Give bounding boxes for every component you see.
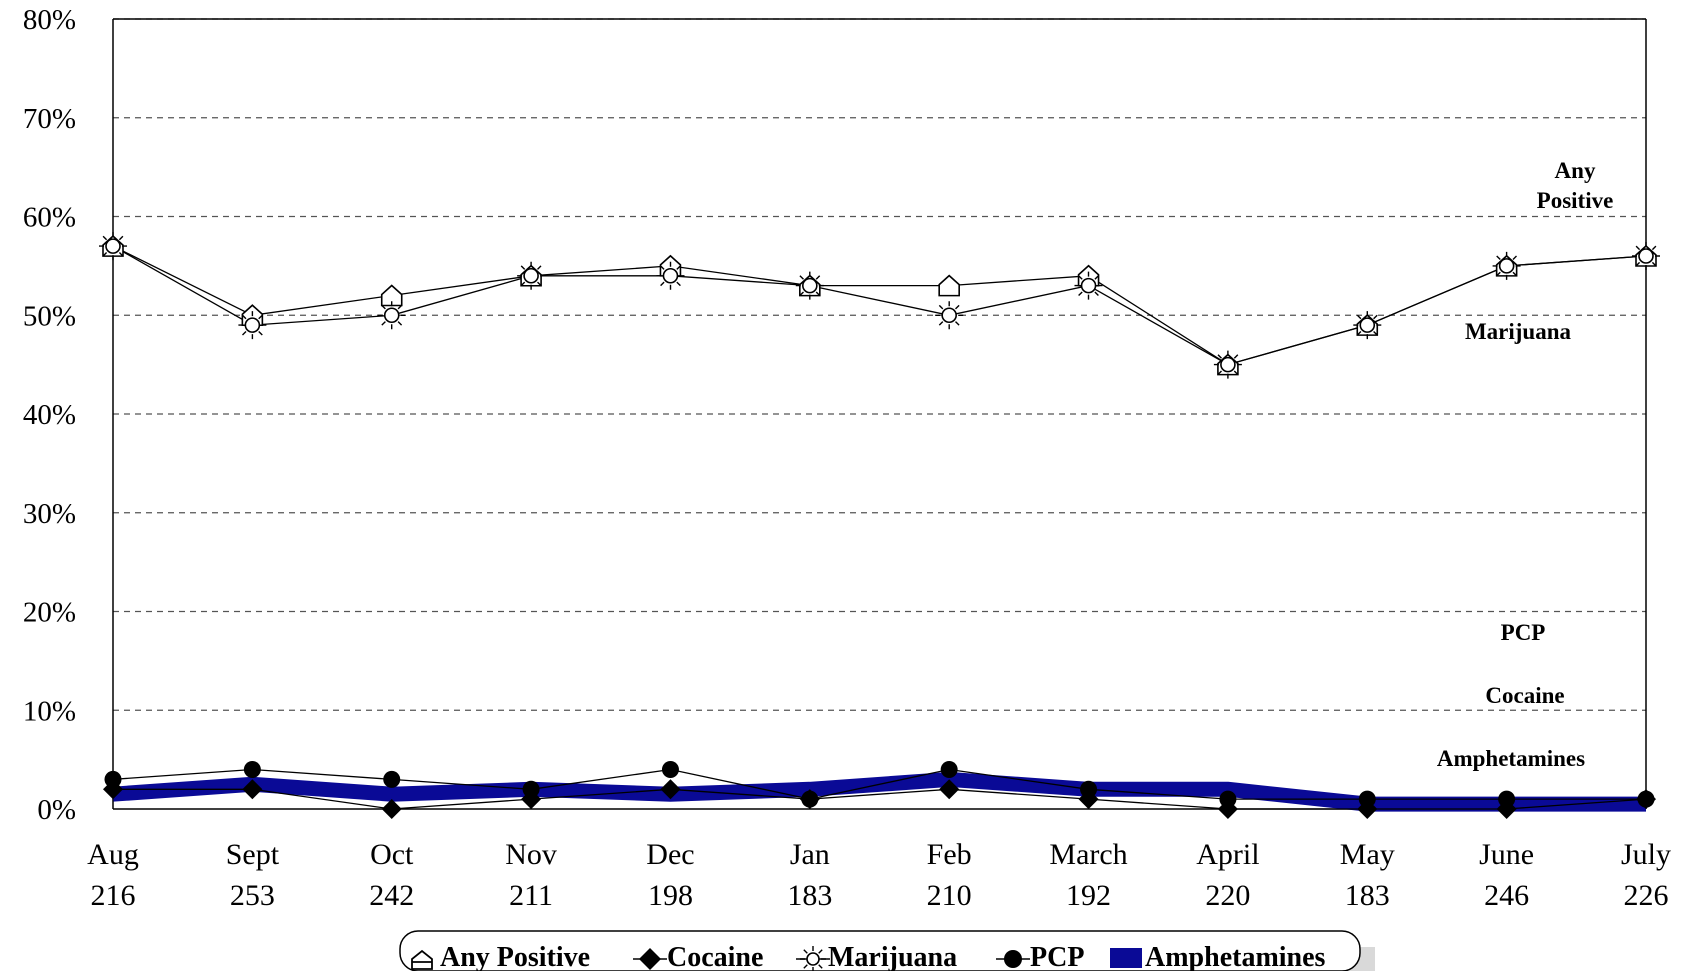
point-marijuana xyxy=(377,301,406,330)
series-any-positive-line xyxy=(112,245,1647,366)
point-pcp xyxy=(661,761,679,778)
x-tick-count: 253 xyxy=(230,879,275,912)
legend-label-amphetamines: Amphetamines xyxy=(1145,942,1326,971)
point-cocaine xyxy=(1217,799,1238,819)
x-tick-count: 198 xyxy=(648,879,693,912)
y-tick-label: 10% xyxy=(23,695,76,727)
legend-label-cocaine: Cocaine xyxy=(667,942,763,971)
point-cocaine xyxy=(1636,789,1656,810)
circle-icon xyxy=(1004,950,1022,968)
x-tick-month: Feb xyxy=(927,838,972,871)
legend-label-marijuana: Marijuana xyxy=(828,942,957,971)
annotation-amphetamines: Amphetamines xyxy=(1437,746,1585,771)
series-cocaine-line xyxy=(113,788,1647,810)
point-cocaine xyxy=(1078,789,1099,810)
y-tick-label: 0% xyxy=(37,794,76,826)
x-tick-month: March xyxy=(1049,838,1127,871)
x-tick-month: July xyxy=(1621,838,1671,871)
x-tick-month: April xyxy=(1196,838,1259,871)
house-icon xyxy=(411,949,433,970)
point-marijuana xyxy=(935,301,964,330)
x-tick-month: Nov xyxy=(505,838,557,871)
x-tick-count: 211 xyxy=(509,879,553,912)
x-tick-count: 242 xyxy=(369,879,414,912)
point-marijuana xyxy=(1353,311,1382,340)
sun-icon xyxy=(796,946,830,971)
point-marijuana xyxy=(238,311,267,340)
legend-item-marijuana: Marijuana xyxy=(796,942,957,971)
point-cocaine xyxy=(1496,799,1517,819)
point-cocaine xyxy=(799,789,820,810)
x-tick-month: June xyxy=(1479,838,1534,871)
diamond-icon xyxy=(639,948,661,970)
x-tick-month: Aug xyxy=(87,838,139,871)
series-amphetamines-band xyxy=(112,771,1646,812)
x-tick-count: 216 xyxy=(91,879,136,912)
y-tick-label: 40% xyxy=(23,399,76,431)
series-marijuana-line xyxy=(112,245,1647,366)
point-marijuana xyxy=(1492,251,1521,280)
point-marijuana xyxy=(1632,242,1660,270)
point-marijuana xyxy=(517,261,546,290)
series-layer xyxy=(99,232,1660,819)
legend-item-amphetamines: Amphetamines xyxy=(1110,942,1326,971)
x-tick-count: 246 xyxy=(1484,879,1529,912)
x-tick-count: 183 xyxy=(787,879,832,912)
y-tick-label: 30% xyxy=(23,498,76,530)
x-tick-month: Jan xyxy=(790,838,830,871)
legend-label-pcp: PCP xyxy=(1030,942,1084,971)
point-marijuana xyxy=(99,232,127,261)
legend-item-any-positive: Any Positive xyxy=(411,942,590,971)
annotation-marijuana: Marijuana xyxy=(1465,319,1572,344)
point-any-positive xyxy=(938,274,960,297)
legend-item-pcp: PCP xyxy=(996,942,1084,971)
point-cocaine xyxy=(1357,799,1378,819)
legend-item-cocaine: Cocaine xyxy=(633,942,763,971)
annotations: Any Positive Marijuana PCP Cocaine Amphe… xyxy=(1437,158,1613,771)
point-pcp xyxy=(383,770,401,788)
x-tick-month: Dec xyxy=(646,838,694,871)
point-cocaine xyxy=(521,789,542,810)
annotation-any: Any xyxy=(1555,158,1596,183)
point-cocaine xyxy=(103,779,123,800)
point-marijuana xyxy=(656,261,685,290)
x-tick-count: 226 xyxy=(1624,879,1669,912)
point-any-positive xyxy=(380,284,403,307)
point-pcp xyxy=(940,761,958,778)
y-tick-label: 50% xyxy=(23,300,76,332)
y-axis-ticks: 0% 10% 20% 30% 40% 50% 60% 70% 80% xyxy=(23,4,76,826)
series-pcp-line xyxy=(112,768,1646,800)
annotation-cocaine: Cocaine xyxy=(1485,683,1564,708)
y-tick-label: 80% xyxy=(23,4,76,36)
x-tick-count: 183 xyxy=(1345,879,1390,912)
annotation-pcp: PCP xyxy=(1501,620,1546,645)
point-amphetamines xyxy=(1226,788,1229,791)
point-marijuana xyxy=(1213,350,1242,379)
point-amphetamines xyxy=(390,793,393,796)
band-swatch xyxy=(1110,948,1142,968)
grid-lines xyxy=(112,18,1647,810)
point-cocaine xyxy=(242,779,263,800)
point-cocaine xyxy=(939,779,960,800)
point-pcp xyxy=(243,761,261,778)
x-tick-month: May xyxy=(1340,838,1395,871)
legend: Any Positive Cocaine Marijuana PCP Amphe… xyxy=(399,930,1375,971)
y-tick-label: 20% xyxy=(23,597,76,629)
x-tick-month: Sept xyxy=(226,838,280,871)
x-tick-month: Oct xyxy=(370,838,414,871)
y-tick-label: 60% xyxy=(23,202,76,234)
annotation-positive: Positive xyxy=(1537,188,1614,213)
x-tick-count: 192 xyxy=(1066,879,1111,912)
point-marijuana xyxy=(1074,271,1103,300)
x-tick-count: 210 xyxy=(927,879,972,912)
point-cocaine xyxy=(381,799,402,819)
x-axis-ticks: Aug 216 Sept 253 Oct 242 Nov 211 Dec 198 Jan 183 Feb… xyxy=(87,838,1671,912)
x-tick-count: 220 xyxy=(1205,879,1250,912)
legend-label-any-positive: Any Positive xyxy=(440,942,590,971)
y-tick-label: 70% xyxy=(23,103,76,135)
point-marijuana xyxy=(795,271,824,300)
point-cocaine xyxy=(660,779,681,800)
